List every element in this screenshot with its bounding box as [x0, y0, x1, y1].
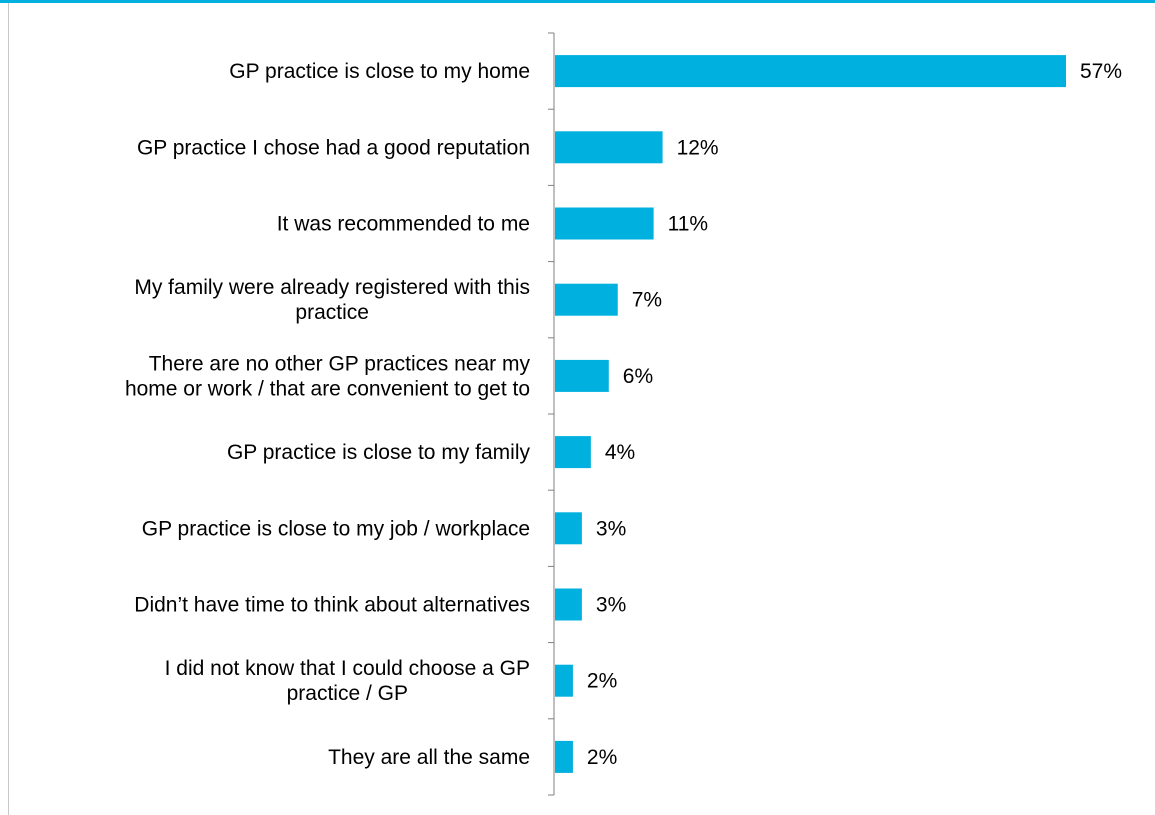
bar — [555, 55, 1066, 88]
category-label: It was recommended to me — [277, 213, 530, 236]
bar-value-label: 11% — [668, 213, 708, 236]
category-label: GP practice is close to my family — [227, 441, 531, 464]
bar — [555, 359, 609, 392]
bar-value-label: 3% — [596, 517, 626, 540]
category-label: They are all the same — [328, 746, 530, 769]
bar — [555, 207, 654, 240]
category-label-line: practice / GP — [287, 682, 408, 705]
category-label-line: practice — [295, 301, 369, 324]
bar — [555, 436, 591, 469]
category-label: GP practice I chose had a good reputatio… — [137, 136, 530, 159]
category-label: GP practice is close to my home — [229, 60, 530, 83]
category-label-line: I did not know that I could choose a GP — [165, 657, 530, 680]
bar — [555, 588, 582, 621]
bar-value-label: 6% — [623, 365, 653, 388]
bar — [555, 283, 618, 316]
category-label: My family were already registered with t… — [134, 276, 530, 324]
left-border — [8, 3, 9, 815]
top-border — [0, 0, 1155, 3]
category-label: I did not know that I could choose a GP p… — [165, 657, 530, 705]
category-label: GP practice is close to my job / workpla… — [142, 517, 530, 540]
bar-value-label: 4% — [605, 441, 635, 464]
bar — [555, 131, 663, 164]
bar-value-label: 12% — [677, 136, 719, 159]
category-label-line: home or work / that are convenient to ge… — [125, 377, 530, 400]
bar-value-label: 57% — [1080, 60, 1122, 83]
category-label-line: There are no other GP practices near my — [149, 352, 531, 375]
bar-value-label: 2% — [587, 670, 617, 693]
category-label: There are no other GP practices near my h… — [125, 352, 531, 400]
bar-value-label: 7% — [632, 289, 662, 312]
bar — [555, 512, 582, 545]
category-label: Didn’t have time to think about alternat… — [134, 594, 530, 617]
bar — [555, 664, 573, 697]
bar-value-label: 3% — [596, 594, 626, 617]
bar — [555, 740, 573, 773]
bar-value-label: 2% — [587, 746, 617, 769]
category-label-line: My family were already registered with t… — [134, 276, 530, 299]
